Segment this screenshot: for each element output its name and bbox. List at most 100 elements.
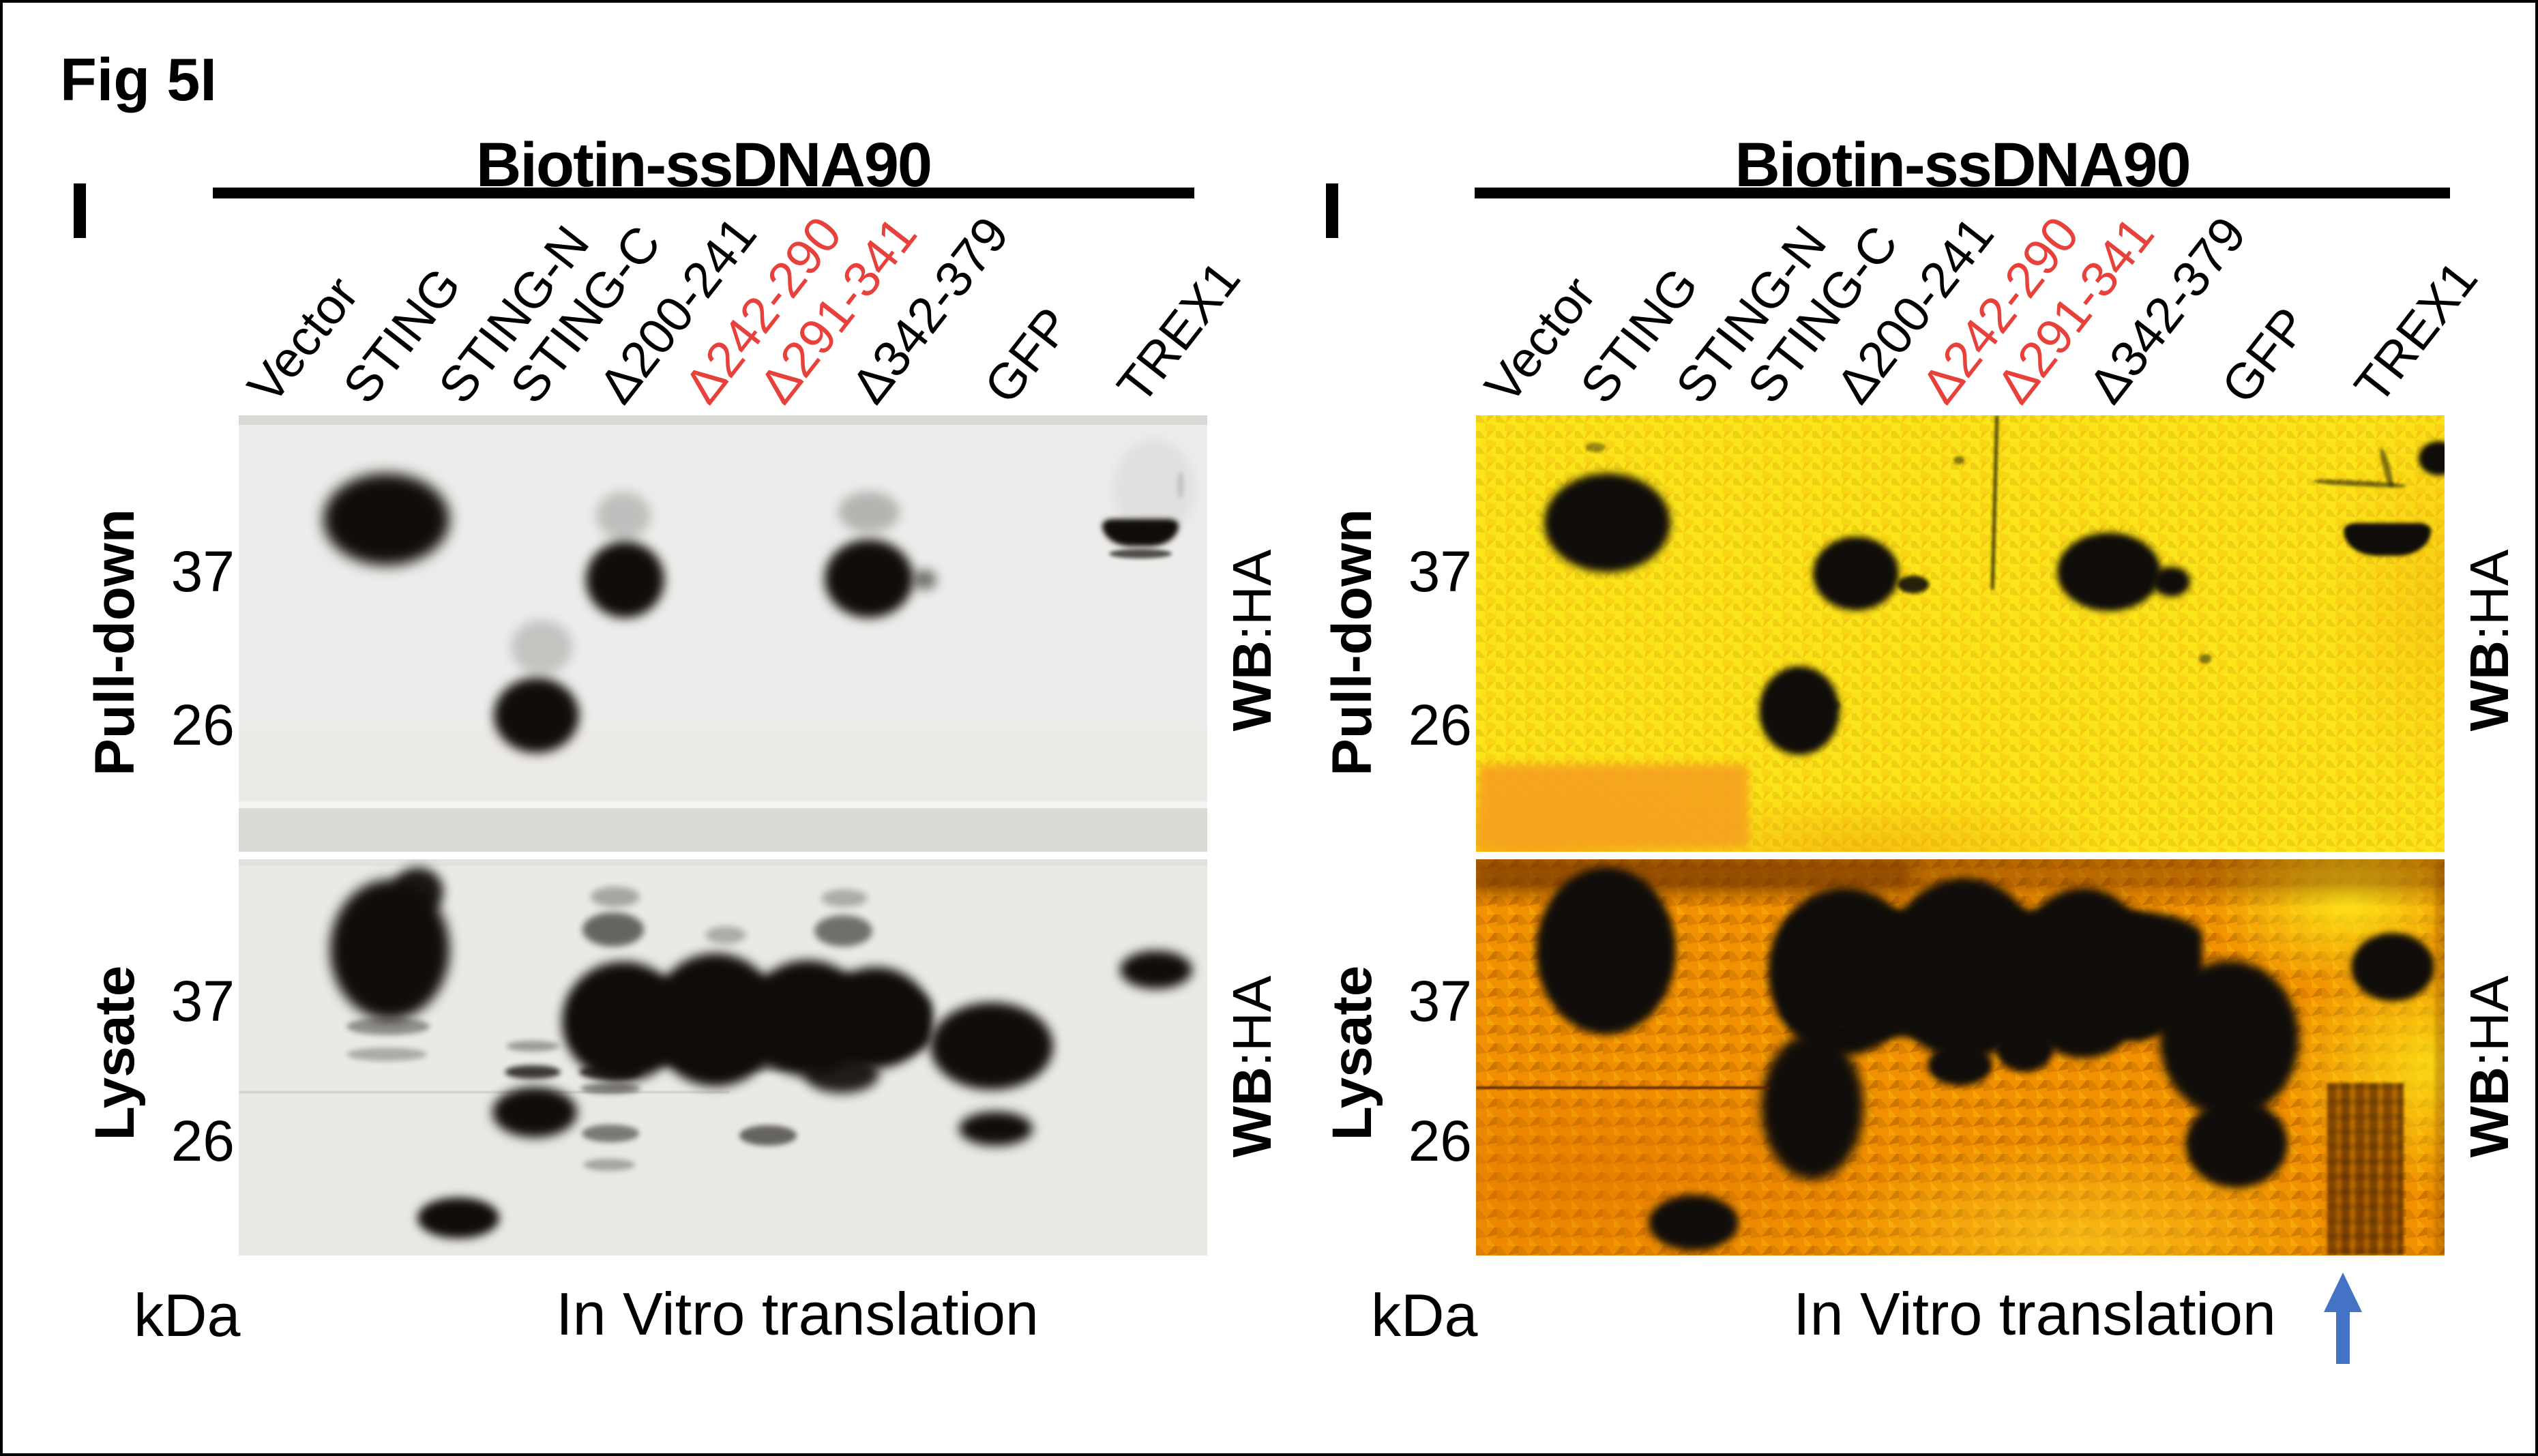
lane-label-GFP: GFP (2210, 297, 2319, 414)
band-TREX1 (2419, 441, 2445, 475)
band-Δ291-341 (739, 1125, 797, 1146)
band-STING (346, 1017, 430, 1035)
band-TREX1 (2351, 933, 2434, 1001)
band-STING (1544, 473, 1670, 572)
band-speck (1953, 456, 1964, 464)
band-GFP (959, 1112, 1033, 1146)
band-Δ342-379 (825, 539, 913, 618)
band-Δ200-241 (596, 492, 651, 539)
band-TREX1 (1120, 951, 1192, 989)
band-artifact-edge (2435, 859, 2445, 1255)
lane-label-GFP: GFP (973, 297, 1082, 414)
panel-grayscale: Biotin-ssDNA90 Vector STING STING-N STING-C… (3, 3, 1303, 1453)
row-label-pulldown: Pull-down (1321, 509, 1383, 776)
mw-marker-26: 26 (171, 693, 235, 757)
band-Δ200-241 (591, 887, 640, 907)
band-Δ242-290 (705, 926, 746, 944)
band-TREX1 (2344, 523, 2431, 556)
band-STING-C (505, 1065, 561, 1079)
panel-fire-lut: Biotin-ssDNA90 Vector STING STING-N STING-C… (1240, 3, 2535, 1453)
band-Δ342-379 (2057, 533, 2161, 611)
band-Δ200-241 (582, 1125, 639, 1142)
band-Δ200-241 (582, 912, 644, 947)
band-mass (576, 982, 930, 1063)
header-underline-bar (213, 188, 1194, 198)
band-Δ342-379 (2153, 567, 2190, 597)
row-label-lysate: Lysate (84, 965, 146, 1141)
band-artifact-patch (1479, 764, 1748, 848)
up-arrow-icon (2324, 1273, 2362, 1312)
band-Δ200-241 (1898, 576, 1929, 593)
lane-labels: Vector STING STING-N STING-C Δ200-241 Δ242-29… (1240, 3, 2535, 419)
band-speck (1585, 443, 1606, 452)
band-STING-C (492, 1087, 577, 1138)
band-STING-C (511, 620, 572, 674)
mw-marker-37: 37 (171, 539, 235, 604)
lysate-blot-fire (1476, 859, 2445, 1256)
band-Δ291-341 (804, 1055, 879, 1093)
band-STING-C (494, 678, 579, 753)
band-TREX1 (1102, 519, 1179, 546)
band-TREX1 (1109, 549, 1172, 559)
band-Δ342-379 (838, 492, 900, 533)
band-artifact-topstrip (1476, 859, 1913, 892)
band-Δ200-241 (586, 541, 664, 618)
band-artifact-streaks (2327, 1083, 2404, 1255)
band-STING (1536, 867, 1676, 1035)
panel-letter-I (1326, 183, 1338, 238)
wb-bold: WB (2459, 1067, 2520, 1158)
band-STING-N (1649, 1195, 1739, 1251)
band-STING (323, 473, 449, 565)
band-Δ242-290 (1928, 1045, 1992, 1086)
band-STING-C (1761, 1033, 1863, 1180)
band-seam (1476, 1086, 1769, 1089)
band-STING (392, 867, 443, 915)
band-TREX1 (1113, 439, 1195, 538)
wb-bold: WB (2459, 640, 2520, 732)
mw-marker-26: 26 (1408, 1109, 1472, 1173)
band-Δ200-241 (579, 1065, 640, 1080)
mw-marker-37: 37 (171, 969, 235, 1033)
band-Δ200-241 (583, 1159, 635, 1171)
pulldown-blot-grayscale (239, 415, 1207, 852)
band-STING-C (506, 1041, 559, 1052)
mw-marker-37: 37 (1408, 969, 1472, 1033)
band-Δ200-241 (1813, 537, 1899, 610)
band-Δ200-241 (580, 1083, 640, 1094)
row-label-lysate: Lysate (1321, 965, 1383, 1141)
band-STING-N (417, 1198, 499, 1238)
band-Δ342-379 (821, 889, 868, 907)
pulldown-blot-fire (1476, 415, 2445, 852)
wb-rest: :HA (2459, 975, 2520, 1067)
band-Δ342-379 (913, 569, 936, 590)
band-Δ291-341 (738, 1061, 791, 1072)
band-GFP (2159, 960, 2299, 1117)
band-speck (1831, 702, 1840, 710)
band-Δ342-379 (814, 915, 872, 947)
wb-rest: :HA (2459, 549, 2520, 641)
panel-letter-I (74, 183, 86, 238)
lysate-blot-grayscale (239, 859, 1207, 1256)
lane-label-TREX1: TREX1 (1106, 250, 1251, 414)
wb-ha-label: WB:HA (2458, 976, 2521, 1158)
lane-label-TREX1: TREX1 (2343, 250, 2488, 414)
row-label-pulldown: Pull-down (84, 509, 146, 776)
up-arrow-stem (2336, 1309, 2350, 1364)
kda-label: kDa (134, 1281, 241, 1349)
band-STING (346, 1048, 427, 1061)
figure-title: Fig 5I (60, 46, 217, 113)
header-underline-bar (1475, 188, 2450, 198)
kda-label: kDa (1371, 1281, 1478, 1349)
band-Δ242-290 (685, 1060, 716, 1069)
mw-marker-26: 26 (1408, 693, 1472, 757)
band-GFP (930, 1002, 1053, 1090)
band-artifact-crack (1990, 415, 1999, 590)
band-GFP (2185, 1099, 2288, 1188)
mw-marker-37: 37 (1408, 539, 1472, 604)
band-Δ291-341 (1996, 1024, 2054, 1072)
caption-in-vitro-translation: In Vitro translation (1793, 1280, 2276, 1348)
caption-in-vitro-translation: In Vitro translation (556, 1280, 1039, 1348)
band-TREX1 (1177, 471, 1184, 499)
mw-marker-26: 26 (171, 1109, 235, 1173)
